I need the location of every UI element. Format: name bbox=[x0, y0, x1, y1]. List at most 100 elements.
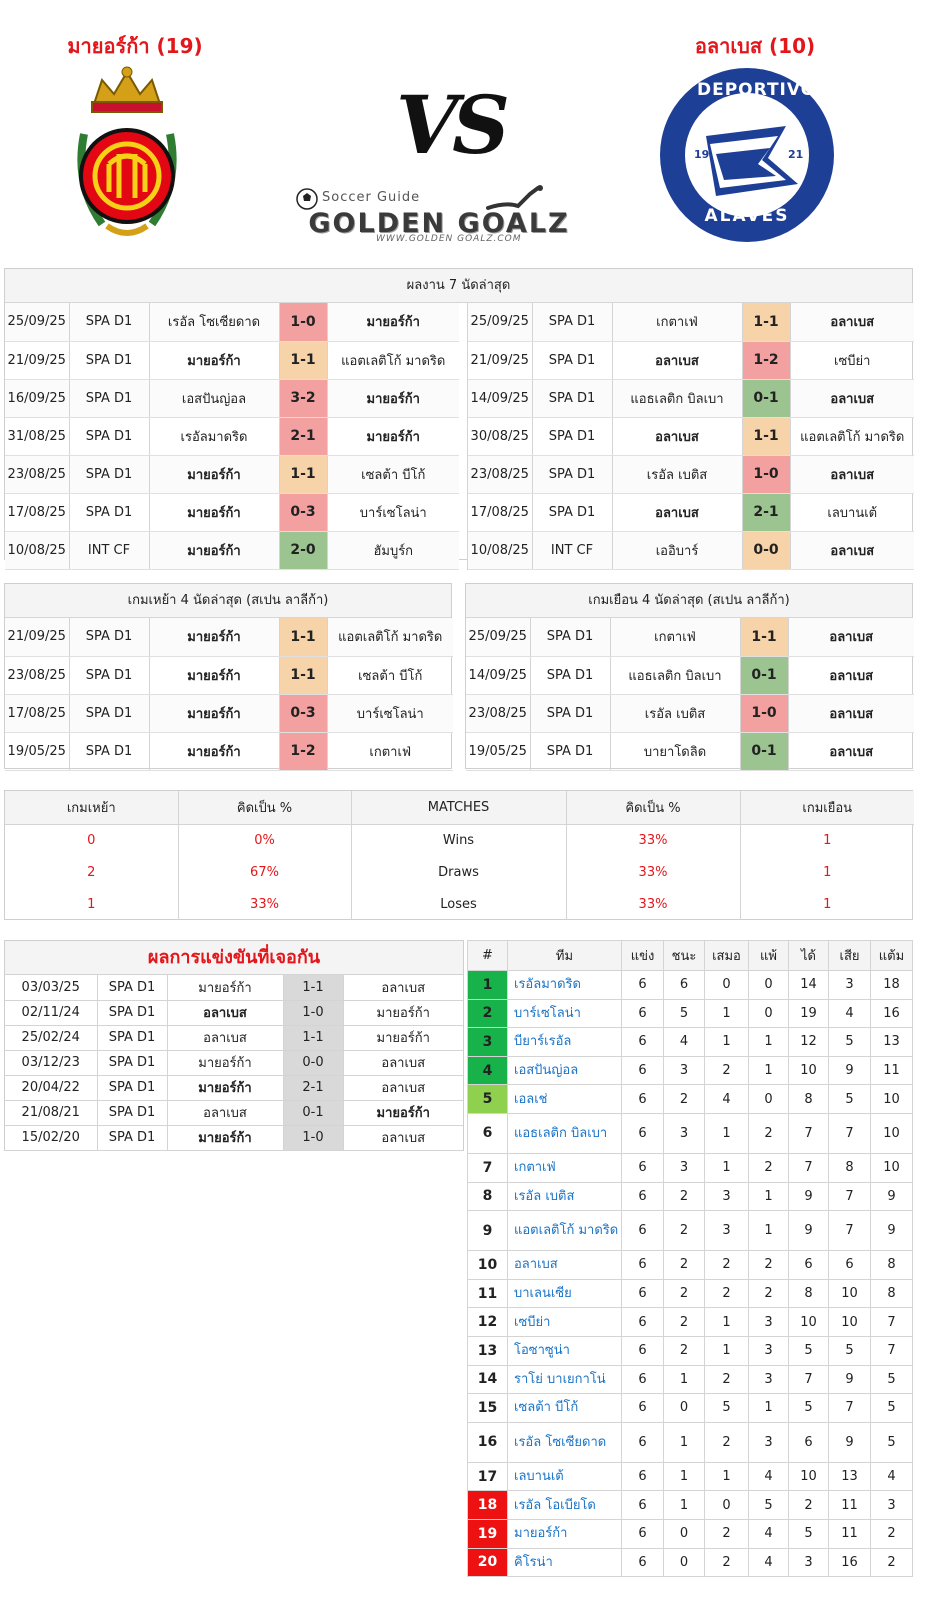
league-played: 6 bbox=[621, 1210, 664, 1252]
league-team-link[interactable]: เกตาเฟ่ bbox=[507, 1152, 622, 1183]
league-row: 8 เรอัล เบติส 6 2 3 1 9 7 9 bbox=[467, 1181, 913, 1212]
league-team-link[interactable]: เอสปันญ่อล bbox=[507, 1055, 622, 1086]
league-points: 8 bbox=[870, 1278, 913, 1309]
league-team-link[interactable]: บาร์เซโลน่า bbox=[507, 998, 622, 1029]
league-points: 9 bbox=[870, 1181, 913, 1212]
last4-home-panel: เกมเหย้า 4 นัดล่าสุด (สเปน ลาลีก้า) 21/0… bbox=[4, 583, 453, 771]
last4-away-table: 25/09/25 SPA D1 เกตาเฟ่ 1-1 อลาเบส 14/09/25 SP… bbox=[466, 618, 914, 771]
match-competition: SPA D1 bbox=[532, 379, 613, 418]
league-goals-against: 7 bbox=[828, 1112, 871, 1154]
league-team-link[interactable]: เรอัล โซเซียดาด bbox=[507, 1421, 622, 1463]
league-team-link[interactable]: แอธเลติก บิลเบา bbox=[507, 1112, 622, 1154]
league-team-link[interactable]: โอซาซูน่า bbox=[507, 1335, 622, 1366]
away-logo-text-bottom: ALAVÉS bbox=[704, 206, 790, 226]
league-team-link[interactable]: แอตเลติโก้ มาดริด bbox=[507, 1210, 622, 1252]
league-points: 3 bbox=[870, 1490, 913, 1520]
league-header: ทีม bbox=[507, 940, 622, 971]
league-team-link[interactable]: ราโย่ บาเยกาโน่ bbox=[507, 1364, 622, 1395]
last7-title: ผลงาน 7 นัดล่าสุด bbox=[5, 269, 912, 303]
league-position: 14 bbox=[467, 1364, 508, 1395]
match-away-team: แอตเลติโก้ มาดริด bbox=[327, 341, 459, 380]
league-goals-for: 6 bbox=[788, 1250, 829, 1280]
away-team-title: อลาเบส (10) bbox=[694, 34, 816, 58]
league-goals-for: 5 bbox=[788, 1335, 829, 1366]
match-score: 0-3 bbox=[279, 694, 328, 733]
league-position: 6 bbox=[467, 1112, 508, 1154]
league-lost: 1 bbox=[748, 1393, 789, 1423]
match-competition: SPA D1 bbox=[530, 732, 611, 771]
league-goals-for: 9 bbox=[788, 1181, 829, 1212]
league-team-link[interactable]: เลบานเต้ bbox=[507, 1461, 622, 1492]
league-goals-against: 5 bbox=[828, 1335, 871, 1366]
match-competition: SPA D1 bbox=[530, 694, 611, 733]
league-lost: 0 bbox=[748, 1084, 789, 1114]
stats-panel: เกมเหย้า คิดเป็น % MATCHES คิดเป็น % เกมเยือ… bbox=[4, 790, 914, 920]
league-team-link[interactable]: อลาเบส bbox=[507, 1250, 622, 1280]
league-team-link[interactable]: เรอัล โอเบียโด bbox=[507, 1490, 622, 1520]
match-away-team: แอตเลติโก้ มาดริด bbox=[790, 417, 914, 456]
league-drawn: 2 bbox=[704, 1547, 749, 1578]
league-panel: # ทีม แข่ง ชนะ เสมอ แพ้ ได้ เสีย แต้ม 1 เรอัลมาดร… bbox=[467, 940, 913, 1578]
stats-header: เกมเหย้า bbox=[5, 791, 179, 825]
player-kick-icon bbox=[486, 185, 543, 210]
away-team-logo: DEPORTIVO ALAVÉS 19 21 bbox=[658, 66, 836, 244]
match-competition: SPA D1 bbox=[530, 656, 611, 695]
match-home-team: เกตาเฟ่ bbox=[610, 618, 741, 657]
league-lost: 1 bbox=[748, 1027, 789, 1057]
league-goals-against: 9 bbox=[828, 1364, 871, 1395]
match-competition: SPA D1 bbox=[532, 417, 613, 456]
league-team-link[interactable]: บาเลนเซีย bbox=[507, 1278, 622, 1309]
match-date: 19/05/25 bbox=[5, 732, 70, 771]
league-goals-against: 11 bbox=[828, 1490, 871, 1520]
home-team-title: มายอร์ก้า (19) bbox=[67, 34, 203, 58]
league-won: 2 bbox=[663, 1210, 705, 1252]
match-away-team: เลบานเต้ bbox=[790, 493, 914, 532]
last4-away-panel: เกมเยือน 4 นัดล่าสุด (สเปน ลาลีก้า) 25/0… bbox=[465, 583, 914, 771]
match-home-team: มายอร์ก้า bbox=[149, 618, 280, 657]
last7-away-table: 25/09/25 SPA D1 เกตาเฟ่ 1-1 อลาเบส 21/09/25 SP… bbox=[468, 303, 914, 570]
league-team-link[interactable]: บียาร์เรอัล bbox=[507, 1027, 622, 1057]
match-competition: INT CF bbox=[532, 531, 613, 570]
match-row: 17/08/25 SPA D1 อลาเบส 2-1 เลบานเต้ bbox=[468, 493, 914, 532]
last7-home: 25/09/25 SPA D1 เรอัล โซเซียดาด 1-0 มายอร์ก้… bbox=[5, 303, 459, 570]
away-logo-year-right: 21 bbox=[788, 148, 804, 161]
match-away-team: อลาเบส bbox=[788, 656, 914, 695]
league-won: 3 bbox=[663, 1152, 705, 1183]
league-team-link[interactable]: คิโรน่า bbox=[507, 1547, 622, 1578]
h2h-title: ผลการแข่งขันที่เจอกัน bbox=[5, 941, 463, 975]
h2h-score: 1-0 bbox=[283, 1000, 344, 1026]
league-team-link[interactable]: เอลเช่ bbox=[507, 1084, 622, 1114]
league-lost: 4 bbox=[748, 1547, 789, 1578]
league-header: แข่ง bbox=[621, 940, 664, 971]
league-team-link[interactable]: เซบีย่า bbox=[507, 1307, 622, 1337]
match-away-team: อลาเบส bbox=[788, 732, 914, 771]
stats-row: 0 0% Wins 33% 1 bbox=[5, 824, 914, 856]
league-team-link[interactable]: เรอัล เบติส bbox=[507, 1181, 622, 1212]
h2h-date: 03/12/23 bbox=[5, 1050, 98, 1076]
league-team-link[interactable]: เซลต้า บีโก้ bbox=[507, 1393, 622, 1423]
league-position: 3 bbox=[467, 1027, 508, 1057]
brand-url: WWW.GOLDEN GOALZ.COM bbox=[376, 234, 522, 244]
league-position: 20 bbox=[467, 1547, 508, 1578]
h2h-panel: ผลการแข่งขันที่เจอกัน 03/03/25 SPA D1 มายอ… bbox=[4, 940, 464, 1151]
match-home-team: มายอร์ก้า bbox=[149, 531, 280, 570]
h2h-competition: SPA D1 bbox=[97, 1125, 168, 1151]
league-team-link[interactable]: มายอร์ก้า bbox=[507, 1518, 622, 1549]
h2h-row: 20/04/22 SPA D1 มายอร์ก้า 2-1 อลาเบส bbox=[5, 1075, 463, 1101]
match-away-team: อลาเบส bbox=[790, 455, 914, 494]
match-competition: SPA D1 bbox=[69, 417, 150, 456]
h2h-competition: SPA D1 bbox=[97, 1050, 168, 1076]
league-drawn: 3 bbox=[704, 1181, 749, 1212]
stats-label: Wins bbox=[351, 824, 567, 856]
match-score: 2-1 bbox=[279, 417, 328, 456]
match-competition: SPA D1 bbox=[69, 379, 150, 418]
league-position: 8 bbox=[467, 1181, 508, 1212]
league-drawn: 1 bbox=[704, 1027, 749, 1057]
league-drawn: 2 bbox=[704, 1518, 749, 1549]
league-drawn: 2 bbox=[704, 1055, 749, 1086]
h2h-away-team: อลาเบส bbox=[343, 975, 463, 1001]
league-won: 6 bbox=[663, 970, 705, 1000]
h2h-date: 02/11/24 bbox=[5, 1000, 98, 1026]
league-team-link[interactable]: เรอัลมาดริด bbox=[507, 970, 622, 1000]
match-date: 17/08/25 bbox=[5, 493, 70, 532]
